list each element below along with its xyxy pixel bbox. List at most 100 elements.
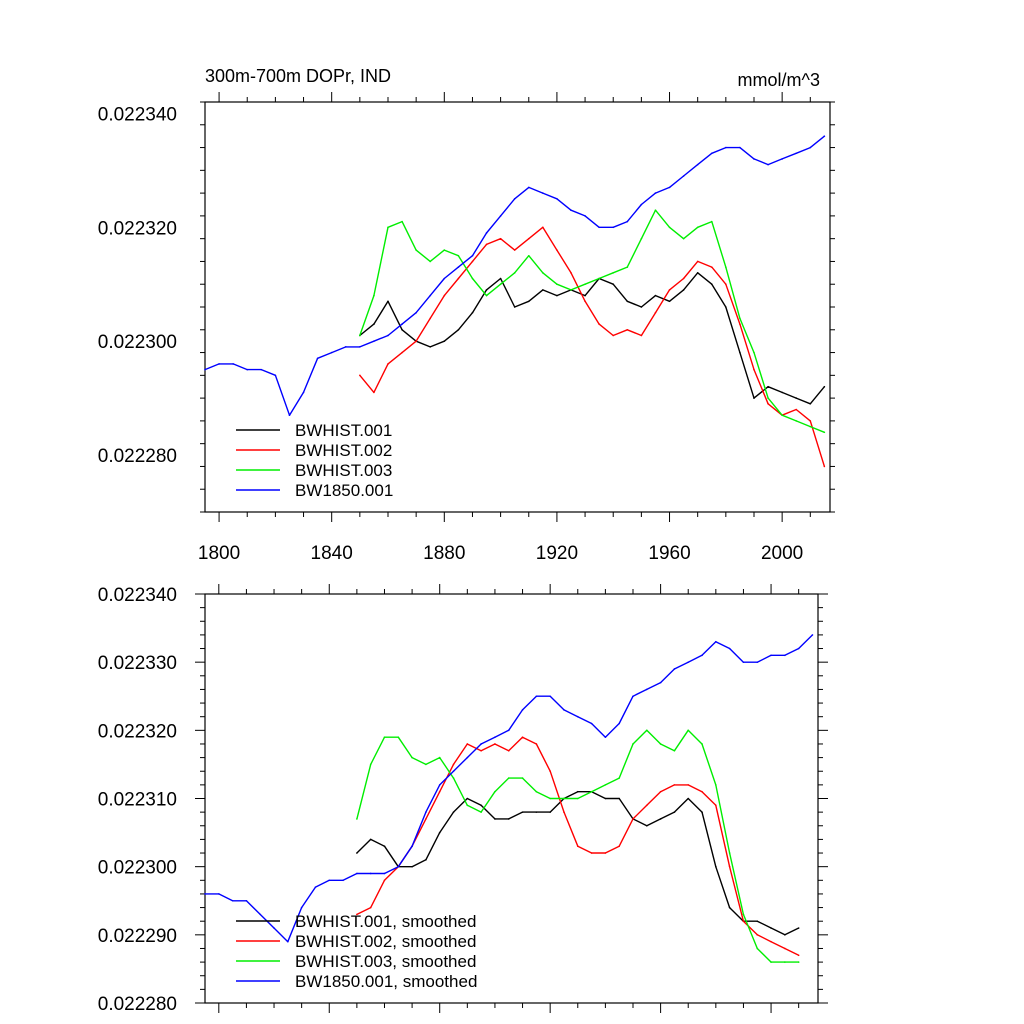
data-point — [471, 277, 474, 280]
data-point — [527, 237, 530, 240]
data-point — [781, 158, 783, 160]
data-point — [527, 300, 530, 303]
data-point — [556, 283, 558, 286]
data-point — [218, 893, 220, 895]
data-point — [499, 237, 502, 240]
data-point — [383, 879, 386, 882]
data-point — [438, 784, 441, 786]
data-point — [710, 266, 713, 268]
data-point — [415, 340, 417, 342]
data-point — [584, 294, 586, 297]
data-point — [480, 811, 482, 813]
legend-label: BWHIST.001 — [295, 421, 392, 440]
data-point — [715, 640, 717, 643]
data-point — [570, 209, 572, 211]
data-point — [443, 294, 446, 297]
data-point — [563, 709, 565, 711]
data-point — [823, 385, 826, 388]
data-point — [646, 729, 648, 732]
data-point — [521, 736, 524, 738]
data-point — [682, 237, 685, 240]
data-point — [696, 226, 699, 229]
data-point — [739, 351, 741, 354]
data-point — [415, 311, 417, 314]
data-point — [725, 146, 727, 149]
x-tick-label: 1840 — [311, 543, 353, 564]
data-point — [457, 266, 460, 268]
data-point — [218, 363, 220, 365]
data-point — [612, 283, 615, 286]
data-point — [590, 790, 593, 793]
data-point — [369, 838, 372, 841]
data-point — [576, 797, 579, 800]
data-point — [452, 777, 455, 779]
data-point — [715, 784, 717, 786]
data-point — [556, 198, 558, 200]
data-point — [809, 403, 812, 405]
data-point — [507, 818, 510, 820]
data-point — [682, 175, 685, 177]
data-point — [753, 397, 755, 399]
data-point — [795, 152, 798, 155]
data-point — [494, 736, 496, 738]
data-point — [659, 743, 662, 745]
data-point — [485, 243, 488, 246]
data-point — [513, 306, 516, 308]
data-point — [438, 831, 441, 834]
y-tick-label: 0.022280 — [98, 994, 177, 1015]
x-tick-label: 1880 — [423, 543, 465, 564]
data-point — [640, 306, 643, 308]
data-point — [632, 695, 634, 698]
data-point — [259, 913, 262, 916]
data-point — [784, 654, 786, 657]
data-point — [696, 272, 699, 274]
data-point — [784, 947, 786, 950]
data-point — [742, 661, 745, 663]
data-point — [742, 913, 745, 916]
data-point — [687, 784, 690, 786]
data-point — [452, 811, 455, 813]
data-point — [756, 934, 759, 936]
data-point — [632, 818, 634, 820]
data-point — [443, 249, 446, 251]
y-tick-label: 0.022340 — [98, 104, 177, 125]
data-point — [687, 729, 690, 732]
data-point — [549, 797, 551, 800]
data-point — [710, 283, 713, 286]
data-point — [373, 391, 375, 394]
data-point — [767, 397, 769, 399]
data-point — [584, 283, 586, 286]
data-point — [682, 289, 685, 291]
data-point — [598, 226, 600, 229]
data-point — [411, 845, 413, 848]
data-point — [383, 845, 386, 848]
data-point — [823, 135, 826, 137]
data-point — [725, 306, 727, 308]
series-line — [204, 135, 825, 416]
data-point — [507, 777, 510, 779]
data-point — [513, 272, 516, 274]
data-point — [739, 317, 741, 320]
y-tick-label: 0.022330 — [98, 653, 177, 674]
data-point — [527, 254, 530, 257]
data-point — [618, 722, 620, 725]
data-point — [466, 804, 469, 807]
data-point — [387, 363, 389, 365]
data-point — [668, 300, 671, 303]
data-point — [457, 254, 460, 257]
data-point — [576, 845, 579, 848]
data-point — [443, 277, 446, 280]
data-point — [701, 790, 703, 793]
data-point — [725, 266, 727, 268]
data-point — [795, 408, 798, 411]
y-tick-label: 0.022300 — [98, 858, 177, 879]
data-point — [401, 220, 403, 223]
data-point — [725, 283, 727, 286]
data-point — [640, 203, 643, 206]
data-point — [302, 391, 305, 394]
data-point — [770, 940, 772, 943]
chart-units: mmol/m^3 — [738, 70, 820, 90]
data-point — [654, 311, 657, 314]
legend-label: BWHIST.003, smoothed — [295, 952, 476, 971]
series-line — [359, 272, 825, 405]
